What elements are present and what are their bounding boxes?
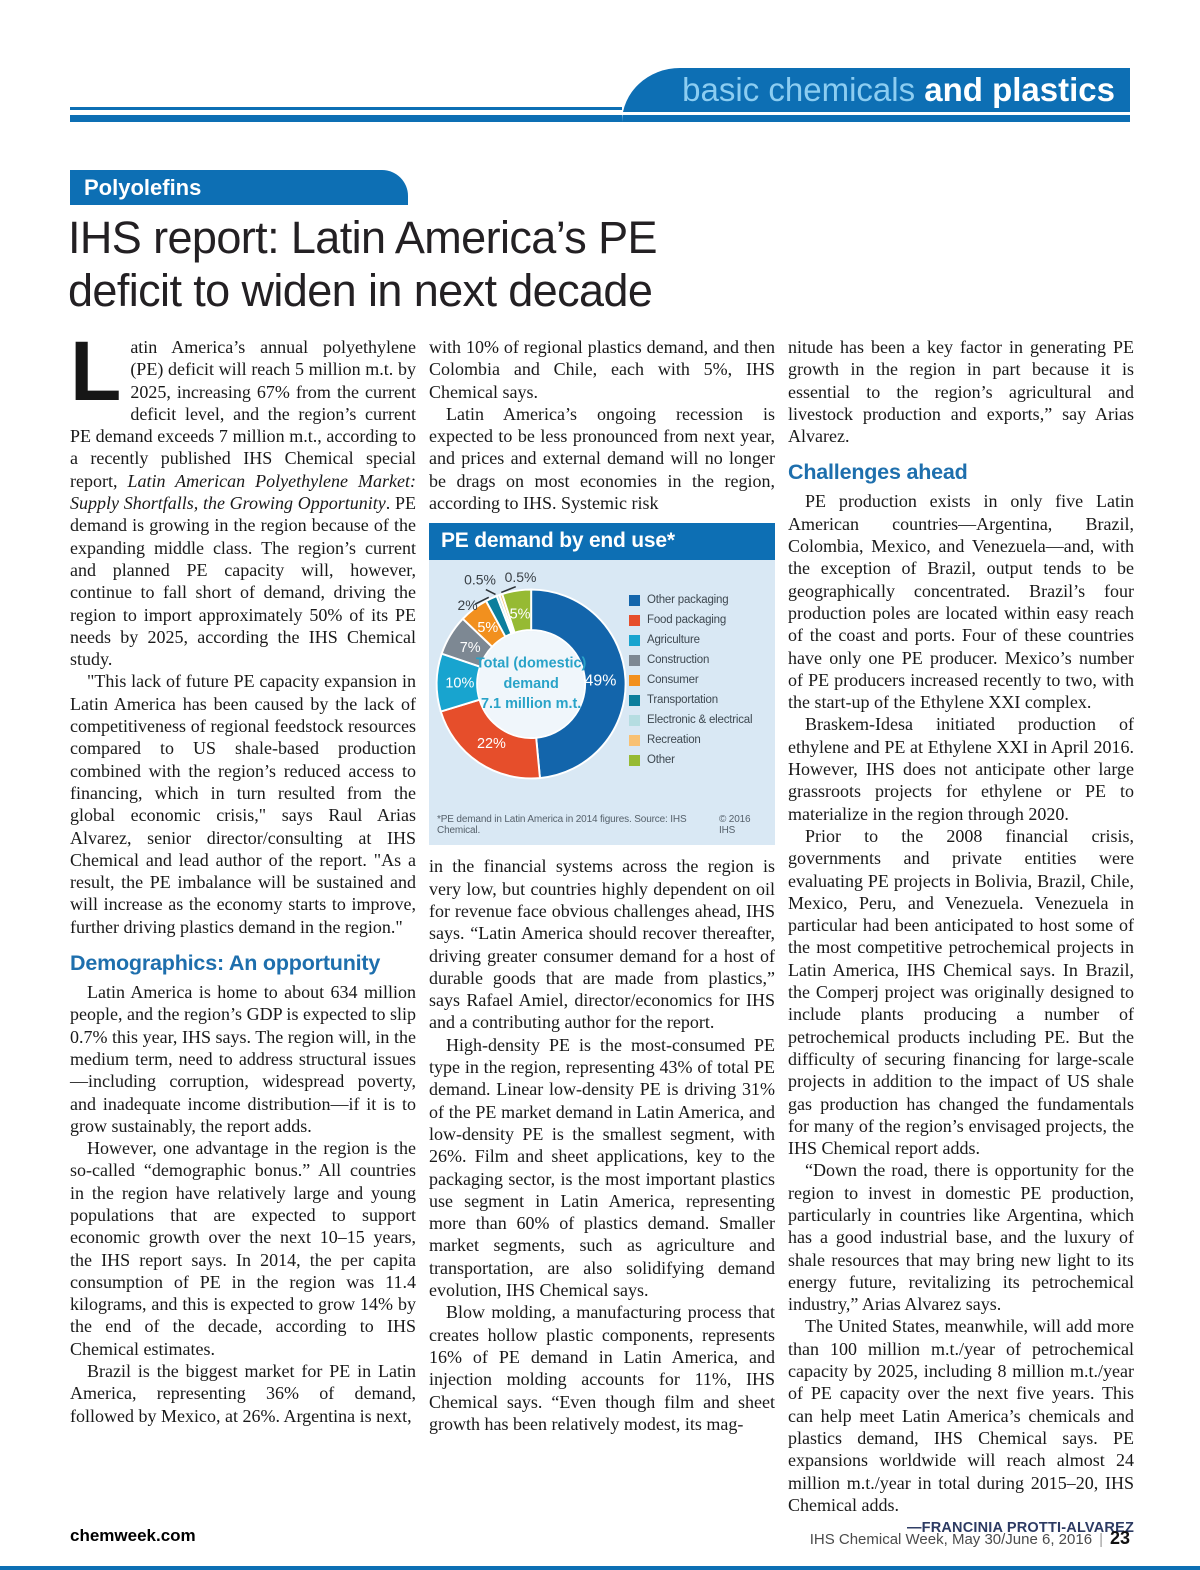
legend-item: Electronic & electrical <box>629 714 753 727</box>
chart-legend: Other packaging Food packaging Agriculture… <box>629 560 753 814</box>
chart-body: 49% 22% 10% 7% 5% 2% 0.5% 0.5% 5% Total (domestic… <box>429 560 775 815</box>
pe-demand-chart: PE demand by end use* 49% 22% 10% 7% 5% 2% 0.5… <box>429 523 775 846</box>
legend-label: Agriculture <box>647 634 700 647</box>
donut-center-label: demand <box>503 676 558 692</box>
legend-label: Other packaging <box>647 594 729 607</box>
column-3: nitude has been a key factor in generati… <box>788 336 1134 1536</box>
site-link[interactable]: chemweek.com <box>70 1526 196 1545</box>
footer-separator: | <box>1099 1531 1103 1548</box>
article-paragraph: Blow molding, a manufacturing process th… <box>429 1302 775 1434</box>
legend-swatch <box>629 694 640 706</box>
legend-label: Transportation <box>647 694 718 707</box>
article-paragraph: Latin America’s ongoing recession is exp… <box>429 403 775 514</box>
slice-label-outside: 2% <box>457 597 477 613</box>
section-banner-text: basic chemicals and plastics <box>682 71 1115 109</box>
slice-leader-line <box>485 589 496 596</box>
article-paragraph: "This lack of future PE capacity expansi… <box>70 671 416 937</box>
header-rule-thick <box>70 115 622 122</box>
legend-item: Other <box>629 754 752 766</box>
slice-label-outside: 0.5% <box>464 572 496 588</box>
article-paragraph: The United States, meanwhile, will add m… <box>788 1316 1134 1515</box>
legend-swatch <box>629 654 640 666</box>
legend-label: Electronic & electrical <box>647 714 753 727</box>
legend-swatch <box>629 674 640 686</box>
legend-item: Construction <box>629 654 752 666</box>
section-banner: basic chemicals and plastics <box>622 68 1130 122</box>
article-headline: IHS report: Latin America’s PE deficit t… <box>68 211 658 317</box>
article-paragraph: in the financial systems across the regi… <box>429 856 775 1033</box>
legend-swatch <box>629 614 640 626</box>
slice-label: 49% <box>585 673 617 690</box>
slice-label: 7% <box>460 640 481 656</box>
article-paragraph: with 10% of regional plastics demand, an… <box>429 337 775 402</box>
legend-swatch <box>629 714 640 726</box>
drop-cap: L <box>70 324 122 418</box>
issue-text: IHS Chemical Week, May 30/June 6, 2016 <box>809 1531 1093 1548</box>
donut-center-label: Total (domestic) <box>476 656 587 672</box>
donut-slice-8 <box>501 588 533 635</box>
legend-swatch <box>629 594 640 606</box>
chart-footnote-row: *PE demand in Latin America in 2014 figu… <box>429 814 775 846</box>
legend-label: Other <box>647 754 675 767</box>
legend-item: Transportation <box>629 694 752 706</box>
slice-label: 22% <box>477 736 506 752</box>
article-paragraph: However, one advantage in the region is … <box>70 1138 416 1359</box>
header-rule-thin <box>70 107 622 110</box>
donut-chart: 49%22%10%7%5%2%0.5% 0.5%5%Total (domestic… <box>435 569 627 780</box>
column-2: with 10% of regional plastics demand, an… <box>429 336 775 1522</box>
banner-white-rule <box>622 112 1130 115</box>
kicker-tag: Polyolefins <box>70 170 408 205</box>
legend-item: Other packaging <box>629 594 752 606</box>
chart-title: PE demand by end use* <box>429 523 775 561</box>
legend-item: Food packaging <box>629 614 752 626</box>
section-heading: Demographics: An opportunity <box>70 951 381 976</box>
article-paragraph: High-density PE is the most-consumed PE … <box>429 1034 775 1301</box>
article-paragraph: PE production exists in only five Latin … <box>788 491 1134 713</box>
slice-label: 5% <box>477 621 498 637</box>
slice-leader-line <box>500 586 517 594</box>
article-paragraph: Brazil is the biggest market for PE in L… <box>70 1361 416 1426</box>
author-byline: —FRANCINIA PROTTI-ALVAREZ <box>906 1520 1134 1537</box>
chart-footnote: *PE demand in Latin America in 2014 figu… <box>437 814 687 837</box>
legend-swatch <box>629 634 640 646</box>
legend-swatch <box>629 734 640 746</box>
slice-label-outside: 0.5% <box>505 569 537 585</box>
issue-info: IHS Chemical Week, May 30/June 6, 2016 | 2… <box>810 1528 1130 1549</box>
legend-swatch <box>629 754 640 766</box>
article-paragraph: nitude has been a key factor in generati… <box>788 337 1134 447</box>
article-paragraph: “Down the road, there is opportunity for… <box>788 1160 1134 1315</box>
headline-line-2: deficit to widen in next decade <box>68 265 653 316</box>
headline-line-1: IHS report: Latin America’s PE <box>68 212 658 263</box>
section-heading: Challenges ahead <box>788 460 968 485</box>
legend-label: Recreation <box>647 734 701 747</box>
legend-label: Consumer <box>647 674 699 687</box>
article-paragraph: Prior to the 2008 financial crisis, gove… <box>788 825 1134 1159</box>
donut-center-label: 7.1 million m.t. <box>481 696 581 712</box>
legend-item: Recreation <box>629 734 752 746</box>
slice-label: 10% <box>445 676 474 692</box>
legend-label: Food packaging <box>647 614 727 627</box>
donut-center <box>478 631 585 738</box>
chart-copyright: © 2016 IHS <box>718 814 751 837</box>
donut-slice-0 <box>530 588 627 780</box>
legend-item: Agriculture <box>629 634 752 646</box>
article-paragraph: Braskem-Idesa initiated production of et… <box>788 714 1134 824</box>
bottom-rule <box>0 1566 1200 1570</box>
legend-item: Consumer <box>629 674 752 686</box>
banner-bold-text: and plastics <box>924 71 1115 108</box>
article-paragraph: Latin America is home to about 634 milli… <box>70 982 416 1136</box>
slice-leader-line <box>474 596 490 606</box>
page-number: 23 <box>1109 1528 1130 1548</box>
legend-label: Construction <box>647 654 710 667</box>
banner-light-text: basic chemicals <box>682 71 925 108</box>
slice-label: 5% <box>510 607 531 623</box>
